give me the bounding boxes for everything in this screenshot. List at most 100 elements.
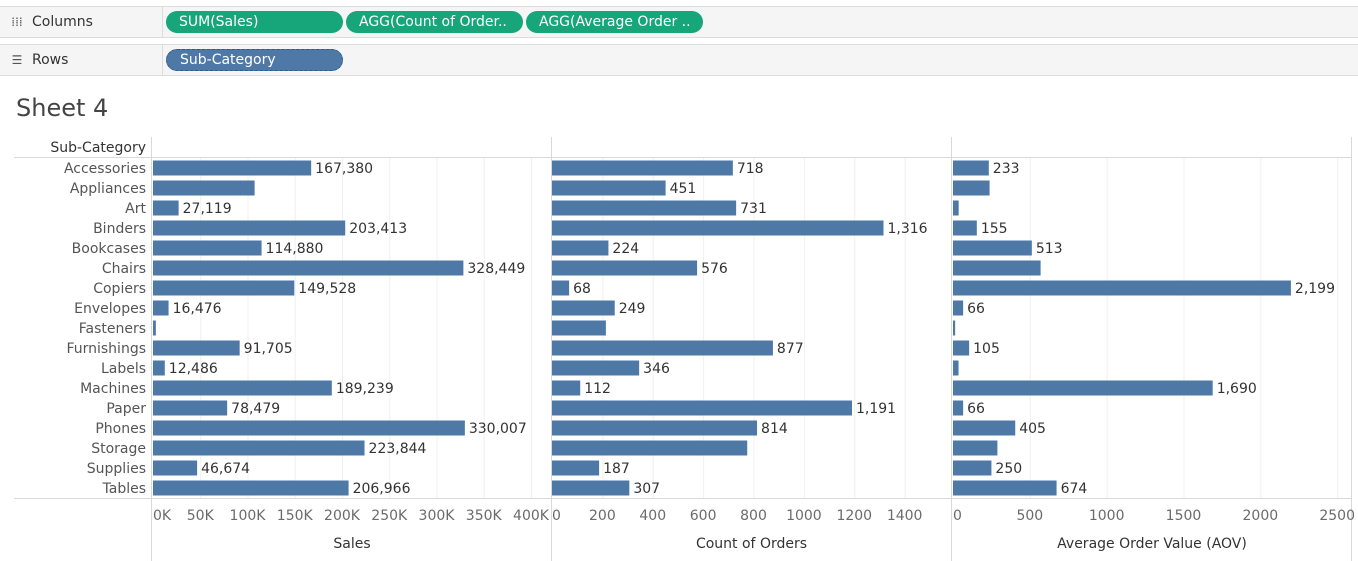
rows-label-text: Rows <box>32 52 69 68</box>
tick-label: 1200 <box>836 508 872 524</box>
pill-sum-sales[interactable]: SUM(Sales) <box>166 11 343 33</box>
bar[interactable] <box>552 180 666 196</box>
tick-label: 300K <box>419 508 456 524</box>
rows-shelf: ☰ Rows Sub-Category <box>0 44 1358 76</box>
pill-count-of-orders[interactable]: AGG(Count of Order.. <box>346 11 523 33</box>
bar[interactable] <box>953 300 964 316</box>
bar[interactable] <box>552 380 581 396</box>
bar[interactable] <box>552 320 606 336</box>
columns-icon: ⁞⁞⁞ <box>11 15 23 29</box>
bar[interactable] <box>953 460 992 476</box>
tick-label: 1000 <box>786 508 822 524</box>
data-label: 105 <box>973 341 1000 357</box>
bar[interactable] <box>953 200 959 216</box>
category-label: Storage <box>91 441 146 457</box>
bar[interactable] <box>552 160 733 176</box>
bar[interactable] <box>953 400 964 416</box>
bar[interactable] <box>153 460 198 476</box>
data-label: 155 <box>981 221 1008 237</box>
rows-shelf-label: ☰ Rows <box>0 45 163 75</box>
bar[interactable] <box>153 360 165 376</box>
bar[interactable] <box>153 160 312 176</box>
bar[interactable] <box>552 220 884 236</box>
bar[interactable] <box>552 340 773 356</box>
bar[interactable] <box>953 180 990 196</box>
tick-label: 0K <box>153 508 172 524</box>
bar[interactable] <box>552 300 615 316</box>
pill-average-order-value[interactable]: AGG(Average Order .. <box>526 11 703 33</box>
bar[interactable] <box>153 280 295 296</box>
bar[interactable] <box>953 360 959 376</box>
bar[interactable] <box>953 260 1041 276</box>
data-label: 731 <box>740 201 767 217</box>
category-label: Copiers <box>93 281 146 297</box>
bar[interactable] <box>552 460 600 476</box>
data-label: 328,449 <box>467 261 525 277</box>
bar[interactable] <box>552 280 570 296</box>
tick-label: 400K <box>513 508 550 524</box>
category-label: Tables <box>102 481 147 497</box>
category-label: Envelopes <box>74 301 146 317</box>
bar[interactable] <box>153 220 346 236</box>
data-label: 307 <box>633 481 660 497</box>
columns-shelf-label: ⁞⁞⁞ Columns <box>0 7 163 37</box>
tick-label: 50K <box>187 508 215 524</box>
sheet-title: Sheet 4 <box>16 94 109 122</box>
data-label: 167,380 <box>315 161 373 177</box>
bar[interactable] <box>552 440 748 456</box>
bar[interactable] <box>953 380 1213 396</box>
bar[interactable] <box>153 180 255 196</box>
bar[interactable] <box>153 320 156 336</box>
bar[interactable] <box>552 400 853 416</box>
bar[interactable] <box>552 480 630 496</box>
bar[interactable] <box>153 260 464 276</box>
bar[interactable] <box>953 340 970 356</box>
bar[interactable] <box>153 420 465 436</box>
tick-label: 150K <box>277 508 314 524</box>
bar[interactable] <box>953 220 977 236</box>
axis-title-2: Average Order Value (AOV) <box>1057 536 1247 552</box>
tick-label: 0 <box>953 508 962 524</box>
bar[interactable] <box>953 440 998 456</box>
bar[interactable] <box>153 480 349 496</box>
data-label: 46,674 <box>201 461 250 477</box>
bar[interactable] <box>552 260 698 276</box>
columns-shelf: ⁞⁞⁞ Columns SUM(Sales) AGG(Count of Orde… <box>0 6 1358 38</box>
category-label: Accessories <box>64 161 146 177</box>
tick-label: 350K <box>466 508 503 524</box>
data-label: 16,476 <box>173 301 222 317</box>
bar[interactable] <box>953 280 1291 296</box>
bar[interactable] <box>552 360 640 376</box>
bar[interactable] <box>953 320 956 336</box>
bar[interactable] <box>153 200 179 216</box>
data-label: 674 <box>1061 481 1088 497</box>
bar[interactable] <box>953 420 1016 436</box>
data-label: 513 <box>1036 241 1063 257</box>
bar[interactable] <box>953 480 1057 496</box>
tick-label: 0 <box>552 508 561 524</box>
data-label: 66 <box>967 301 985 317</box>
data-label: 346 <box>643 361 670 377</box>
data-label: 66 <box>967 401 985 417</box>
bar[interactable] <box>153 300 169 316</box>
data-label: 112 <box>584 381 611 397</box>
pill-sub-category[interactable]: Sub-Category <box>166 49 343 71</box>
bar[interactable] <box>153 440 365 456</box>
bar[interactable] <box>953 160 989 176</box>
bar[interactable] <box>153 340 240 356</box>
bar[interactable] <box>552 240 609 256</box>
category-label: Furnishings <box>66 341 146 357</box>
category-label: Binders <box>93 221 146 237</box>
category-label: Bookcases <box>72 241 146 257</box>
bar[interactable] <box>153 240 262 256</box>
bar[interactable] <box>953 240 1032 256</box>
bar[interactable] <box>552 200 737 216</box>
tick-label: 1000 <box>1089 508 1125 524</box>
category-label: Fasteners <box>79 321 146 337</box>
data-label: 1,191 <box>856 401 896 417</box>
axis-title-1: Count of Orders <box>696 536 807 552</box>
bar[interactable] <box>153 400 228 416</box>
category-label: Appliances <box>70 181 146 197</box>
bar[interactable] <box>552 420 758 436</box>
bar[interactable] <box>153 380 332 396</box>
